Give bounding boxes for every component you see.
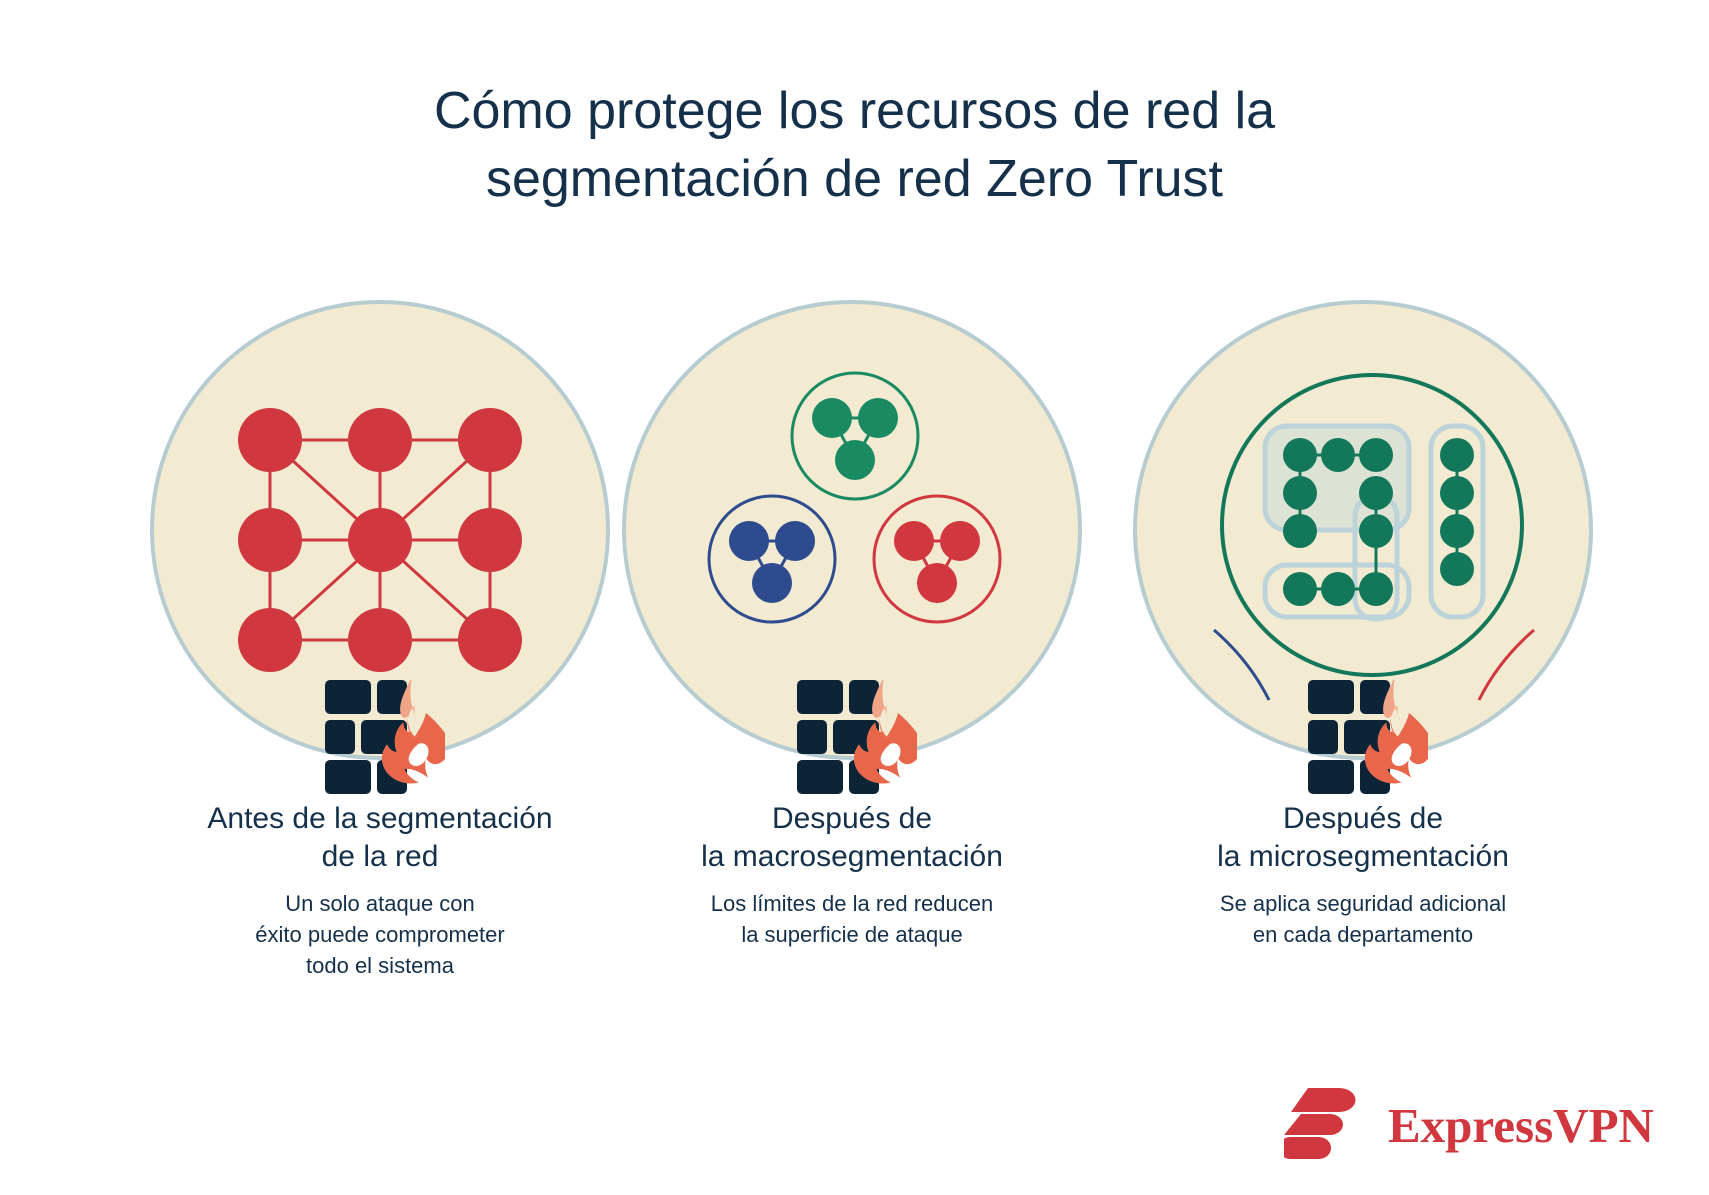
- svg-text:ExpressVPN: ExpressVPN: [1388, 1098, 1654, 1153]
